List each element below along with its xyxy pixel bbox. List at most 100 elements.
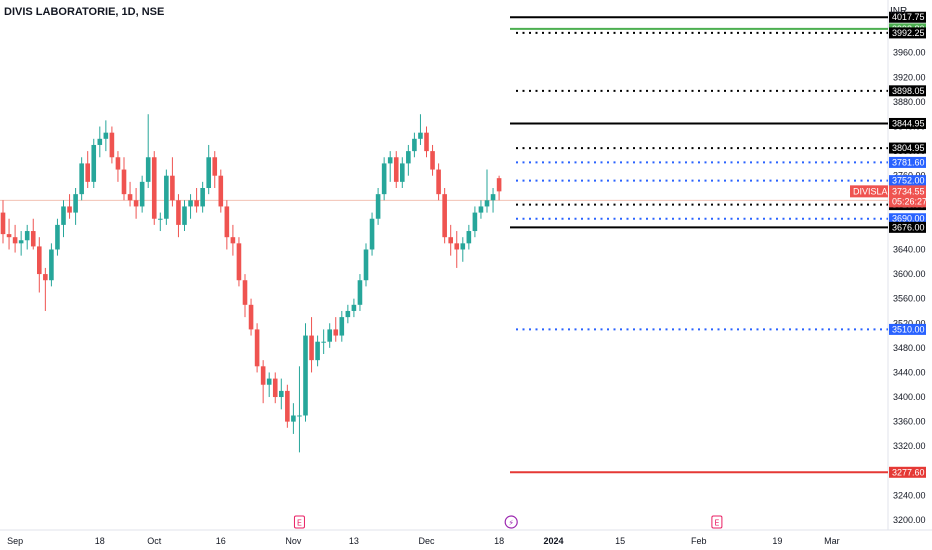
level-price-tag [889, 213, 926, 225]
level-price-label: 3992.25 [892, 28, 925, 38]
x-tick-label: 19 [772, 536, 782, 546]
candle-body [375, 194, 381, 219]
candle-body [55, 224, 60, 250]
candle-body [484, 200, 490, 207]
candle-body [121, 169, 127, 195]
y-tick-label: 3400.00 [893, 392, 926, 402]
candle-body [424, 132, 429, 152]
level-price-tag [889, 466, 926, 478]
candle-body [18, 240, 24, 244]
candle-body [194, 200, 199, 207]
level-price-label: 3804.95 [892, 143, 925, 153]
x-tick-label: 13 [349, 536, 359, 546]
candle-body [24, 231, 30, 241]
candle-body [164, 175, 169, 219]
candle-body [218, 175, 224, 207]
y-tick-label: 3520.00 [893, 318, 926, 328]
event-label: E [297, 519, 302, 528]
candle-body [145, 157, 151, 182]
candle-body [151, 157, 157, 219]
candle-body [442, 194, 447, 238]
candle-body [6, 234, 12, 238]
level-price-label: 3676.00 [892, 222, 925, 232]
y-tick-label: 3880.00 [893, 97, 926, 107]
y-tick-label: 3560.00 [893, 294, 926, 304]
level-price-label: 3752.00 [892, 176, 925, 186]
level-price-tag [889, 221, 926, 233]
candle-body [49, 249, 54, 281]
candle-body [242, 280, 248, 305]
candle-body [79, 163, 84, 195]
candle-body [393, 157, 399, 182]
x-tick-label: Oct [147, 536, 162, 546]
candle-body [91, 144, 97, 182]
x-tick-label: Feb [691, 536, 707, 546]
x-tick-label: 18 [494, 536, 504, 546]
level-price-label: 3690.00 [892, 214, 925, 224]
candle-body [188, 200, 193, 207]
x-tick-label: Dec [418, 536, 435, 546]
candle-body [0, 212, 6, 235]
last-price-tag [889, 185, 926, 208]
level-price-tag [889, 175, 926, 187]
y-tick-label: 3480.00 [893, 343, 926, 353]
earnings-event-icon[interactable]: E [293, 515, 305, 529]
event-label: E [714, 519, 719, 528]
candle-body [133, 200, 139, 207]
level-price-label: 3781.60 [892, 157, 925, 167]
currency-label[interactable]: INR [890, 6, 908, 17]
earnings-event-icon[interactable]: E [711, 515, 723, 529]
level-price-label: 3277.60 [892, 467, 925, 477]
x-tick-label: Mar [824, 536, 840, 546]
candle-body [448, 237, 453, 244]
candle-body [279, 390, 284, 398]
y-tick-label: 3360.00 [893, 417, 926, 427]
y-tick-label: 3240.00 [893, 490, 926, 500]
candle-body [12, 237, 18, 244]
candle-body [418, 132, 423, 139]
candle-body [496, 178, 502, 192]
candle-body [333, 329, 339, 336]
candle-body [285, 390, 290, 422]
candle-body [103, 132, 109, 139]
candle-body [400, 163, 405, 182]
candle-body [30, 231, 36, 247]
symbol-title: DIVIS LABORATORIE, 1D, NSE [4, 6, 165, 18]
candle-body [351, 304, 357, 311]
symbol-label: DIVISLAB [853, 186, 894, 196]
x-tick-label: 18 [95, 536, 105, 546]
level-price-tag [889, 85, 926, 97]
candle-body [339, 317, 345, 336]
level-price-label: 3510.00 [892, 324, 925, 334]
event-label: ⚡ [508, 519, 514, 528]
level-price-tag [889, 27, 926, 39]
candle-body [43, 274, 48, 281]
candle-body [139, 181, 145, 207]
x-tick-label: 15 [615, 536, 625, 546]
candle-body [303, 335, 308, 416]
candle-body [460, 243, 466, 250]
level-price-tag [889, 323, 926, 335]
x-tick-label: 2024 [544, 536, 564, 546]
level-price-label: 4017.75 [892, 12, 925, 22]
y-tick-label: 3600.00 [893, 269, 926, 279]
candle-body [466, 231, 472, 244]
candle-body [236, 243, 242, 281]
candle-body [430, 151, 435, 170]
candle-body [381, 163, 387, 195]
candle-body [176, 200, 181, 225]
split-event-icon[interactable]: ⚡ [504, 515, 518, 529]
y-tick-label: 3200.00 [893, 515, 926, 525]
y-tick-label: 3960.00 [893, 48, 926, 58]
candle-body [224, 206, 230, 238]
level-price-tag [889, 156, 926, 168]
candle-body [127, 194, 133, 201]
candle-body [200, 188, 205, 207]
level-price-label: 3898.05 [892, 86, 925, 96]
x-tick-label: Sep [7, 536, 23, 546]
symbol-tag [850, 185, 888, 198]
candle-body [212, 157, 218, 176]
candle-body [182, 206, 187, 225]
candle-body [158, 218, 163, 220]
